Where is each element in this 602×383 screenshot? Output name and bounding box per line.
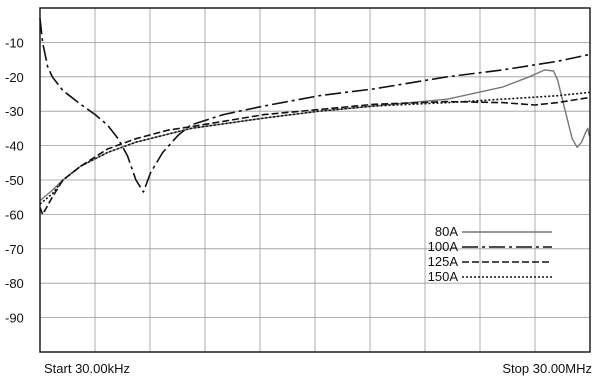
legend-label-150A: 150A [428,269,459,284]
grid-lines [40,8,590,352]
y-tick-labels: -10 -20 -30 -40 -50 -60 -70 -80 -90 [5,35,24,325]
y-tick-label: -20 [5,70,24,85]
series-line-125A [39,96,591,216]
series-line-150A [39,91,591,205]
y-tick-label: -80 [5,276,24,291]
y-tick-label: -60 [5,207,24,222]
x-stop-label: Stop 30.00MHz [502,361,592,376]
y-tick-label: -90 [5,311,24,326]
series-line-100A [39,18,591,193]
y-tick-label: -40 [5,139,24,154]
y-tick-label: -70 [5,242,24,257]
x-start-label: Start 30.00kHz [44,361,130,376]
y-tick-label: -30 [5,104,24,119]
plot-frame [39,7,591,353]
y-tick-label: -10 [5,35,24,50]
legend-label-100A: 100A [428,239,459,254]
series-lines [39,18,591,216]
legend-label-80A: 80A [435,224,458,239]
y-tick-label: -50 [5,173,24,188]
legend-label-125A: 125A [428,254,459,269]
